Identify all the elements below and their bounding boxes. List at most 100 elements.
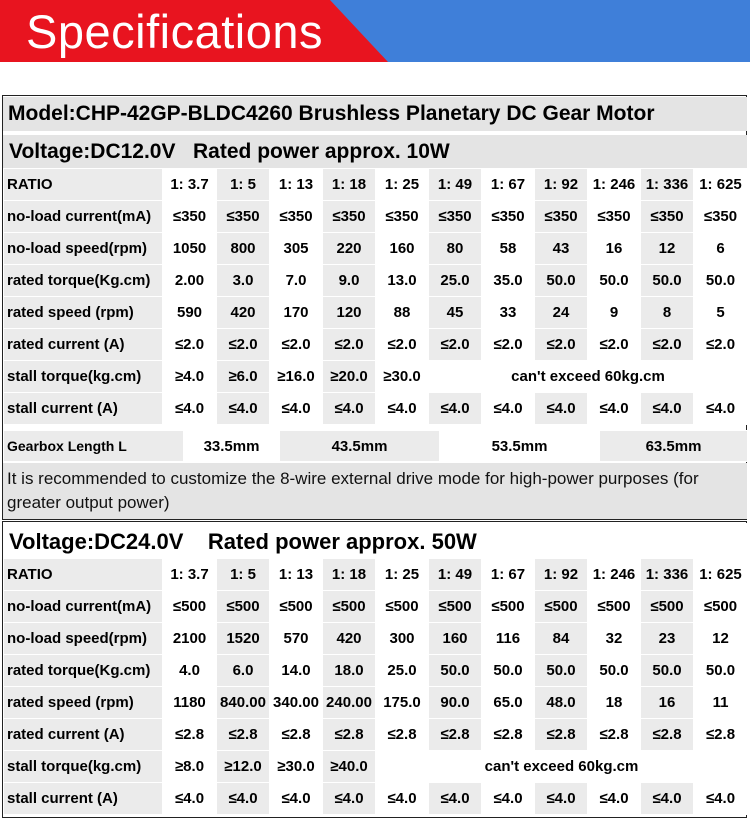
value-cell: ≤2.0 — [428, 328, 482, 361]
value-cell: 33 — [481, 296, 535, 329]
value-cell: ≥4.0 — [162, 360, 217, 393]
spec-row: no-load current(mA) ≤500 ≤500 ≤500 ≤500 ≤500 ≤… — [3, 590, 748, 623]
page-title: Specifications — [26, 5, 323, 58]
value-cell: ≤350 — [322, 200, 376, 233]
value-cell: 50.0 — [534, 654, 588, 687]
value-cell: ≤2.8 — [269, 718, 323, 751]
value-cell: 4.0 — [162, 654, 217, 687]
merged-note-cell: can't exceed 60kg.cm — [428, 360, 748, 393]
value-cell: ≤2.8 — [693, 718, 748, 751]
gearbox-length-value: 33.5mm — [183, 430, 280, 462]
value-cell: 160 — [428, 622, 482, 655]
voltage-12v-heading: Voltage:DC12.0V Rated power approx. 10W — [3, 135, 747, 169]
value-cell: 50.0 — [428, 654, 482, 687]
value-cell: 1: 49 — [428, 558, 482, 591]
gearbox-length-value: 53.5mm — [439, 430, 600, 462]
value-cell: 1: 67 — [481, 558, 535, 591]
value-cell: 116 — [481, 622, 535, 655]
value-cell: 45 — [428, 296, 482, 329]
value-cell: 1: 67 — [481, 168, 535, 201]
value-cell: 175.0 — [375, 686, 429, 719]
value-cell: 88 — [375, 296, 429, 329]
row-label: stall torque(kg.cm) — [3, 750, 163, 783]
value-cell: 1: 49 — [428, 168, 482, 201]
value-cell: ≤4.0 — [587, 782, 641, 815]
value-cell: ≤500 — [269, 590, 323, 623]
value-cell: ≤350 — [481, 200, 535, 233]
voltage-12v-label: Voltage:DC12.0V — [9, 140, 176, 163]
gearbox-length-value: 43.5mm — [279, 430, 440, 462]
spec-row: RATIO 1: 3.7 1: 5 1: 13 1: 18 1: 25 1: 49 1: 67… — [3, 558, 748, 591]
row-label: stall current (A) — [3, 782, 163, 815]
value-cell: ≤4.0 — [693, 782, 748, 815]
value-cell: 11 — [693, 686, 748, 719]
value-cell: 50.0 — [587, 654, 641, 687]
spec-row: no-load current(mA) ≤350 ≤350 ≤350 ≤350 ≤350 ≤… — [3, 200, 748, 233]
gearbox-length-table: Gearbox Length L 33.5mm 43.5mm 53.5mm 63… — [3, 430, 748, 462]
value-cell: 1: 13 — [269, 558, 323, 591]
value-cell: ≤4.0 — [375, 392, 429, 425]
value-cell: 50.0 — [587, 264, 641, 297]
value-cell: ≤500 — [428, 590, 482, 623]
value-cell: 48.0 — [534, 686, 588, 719]
value-cell: ≤2.0 — [640, 328, 694, 361]
header-banner: Specifications — [0, 0, 750, 62]
row-label: no-load speed(rpm) — [3, 622, 163, 655]
value-cell: 84 — [534, 622, 588, 655]
value-cell: 9 — [587, 296, 641, 329]
voltage-24v-label: Voltage:DC24.0V — [9, 529, 184, 554]
value-cell: ≤2.0 — [693, 328, 748, 361]
value-cell: 3.0 — [216, 264, 270, 297]
value-cell: 58 — [481, 232, 535, 265]
value-cell: 305 — [269, 232, 323, 265]
value-cell: 16 — [640, 686, 694, 719]
spec-row: rated torque(Kg.cm) 2.00 3.0 7.0 9.0 13.0 25.0… — [3, 264, 748, 297]
value-cell: 1180 — [162, 686, 217, 719]
spec-row: rated speed (rpm) 1180 840.00 340.00 240.00 1… — [3, 686, 748, 719]
value-cell: ≤4.0 — [534, 782, 588, 815]
value-cell: 1: 336 — [640, 558, 694, 591]
value-cell: ≤2.0 — [534, 328, 588, 361]
value-cell: 18 — [587, 686, 641, 719]
gearbox-length-value: 63.5mm — [599, 430, 748, 462]
value-cell: 590 — [162, 296, 217, 329]
value-cell: ≤4.0 — [216, 392, 270, 425]
value-cell: 50.0 — [693, 654, 748, 687]
value-cell: 1: 92 — [534, 558, 588, 591]
gearbox-length-row: Gearbox Length L 33.5mm 43.5mm 53.5mm 63… — [3, 430, 748, 462]
value-cell: ≤2.0 — [587, 328, 641, 361]
value-cell: ≤500 — [693, 590, 748, 623]
value-cell: ≤4.0 — [587, 392, 641, 425]
value-cell: 14.0 — [269, 654, 323, 687]
row-label: rated torque(Kg.cm) — [3, 264, 163, 297]
value-cell: 25.0 — [428, 264, 482, 297]
value-cell: 23 — [640, 622, 694, 655]
value-cell: ≤2.0 — [375, 328, 429, 361]
value-cell: ≤500 — [216, 590, 270, 623]
value-cell: 13.0 — [375, 264, 429, 297]
value-cell: 1: 3.7 — [162, 168, 217, 201]
spec-row: stall torque(kg.cm) ≥8.0 ≥12.0 ≥30.0 ≥40.0 ca… — [3, 750, 748, 783]
value-cell: 1: 25 — [375, 558, 429, 591]
value-cell: 220 — [322, 232, 376, 265]
row-label: rated current (A) — [3, 328, 163, 361]
value-cell: ≤2.8 — [428, 718, 482, 751]
value-cell: 90.0 — [428, 686, 482, 719]
value-cell: ≥8.0 — [162, 750, 217, 783]
row-label: no-load speed(rpm) — [3, 232, 163, 265]
value-cell: 5 — [693, 296, 748, 329]
value-cell: ≤4.0 — [534, 392, 588, 425]
value-cell: 1: 625 — [693, 558, 748, 591]
value-cell: ≤2.0 — [216, 328, 270, 361]
row-label: no-load current(mA) — [3, 590, 163, 623]
value-cell: 16 — [587, 232, 641, 265]
power-24v-label: Rated power approx. 50W — [207, 529, 477, 554]
value-cell: ≤350 — [640, 200, 694, 233]
gearbox-length-label: Gearbox Length L — [3, 430, 184, 462]
row-label: stall torque(kg.cm) — [3, 360, 163, 393]
value-cell: 840.00 — [216, 686, 270, 719]
value-cell: ≤2.0 — [322, 328, 376, 361]
value-cell: ≤4.0 — [481, 392, 535, 425]
spec-row: rated current (A) ≤2.8 ≤2.8 ≤2.8 ≤2.8 ≤2.8 ≤2.… — [3, 718, 748, 751]
value-cell: 25.0 — [375, 654, 429, 687]
